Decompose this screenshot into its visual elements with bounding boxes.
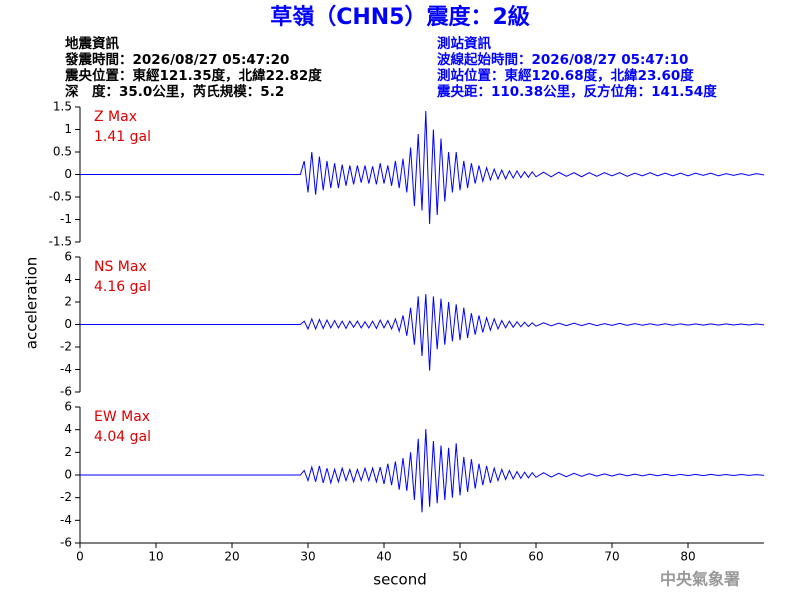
header-line: 地震資訊 [65, 35, 119, 52]
y-tick-label: 0 [64, 317, 72, 331]
trace [80, 294, 765, 371]
panel-label: NS Max [94, 259, 147, 275]
header-line: 發震時間：2026/08/27 05:47:20 [64, 51, 289, 68]
trace [80, 111, 765, 225]
y-tick-label: -6 [60, 385, 72, 399]
header-line: 震央距：110.38公里，反方位角：141.54度 [436, 83, 717, 100]
chart-title: 草嶺（CHN5）震度：2級 [270, 4, 530, 30]
y-tick-label: 1 [64, 122, 72, 136]
header-line: 測站位置：東經120.68度，北緯23.60度 [437, 67, 694, 84]
y-axis-label: acceleration [23, 257, 41, 349]
y-tick-label: -4 [60, 513, 72, 527]
x-tick-label: 70 [604, 550, 619, 564]
x-tick-label: 0 [76, 550, 84, 564]
panel-peak: 4.04 gal [94, 429, 151, 445]
header-line: 測站資訊 [437, 35, 491, 52]
y-tick-label: -1.5 [49, 235, 72, 249]
credit: 中央氣象署 [660, 570, 740, 589]
x-tick-label: 80 [680, 550, 695, 564]
header-line: 深 度：35.0公里，芮氏規模：5.2 [65, 83, 284, 100]
y-tick-label: 6 [64, 250, 72, 264]
y-tick-label: -6 [60, 536, 72, 550]
x-tick-label: 10 [148, 550, 163, 564]
trace [80, 429, 765, 513]
y-tick-label: 4 [64, 422, 72, 436]
header-line: 震央位置：東經121.35度，北緯22.82度 [64, 67, 322, 84]
x-tick-label: 50 [452, 550, 467, 564]
y-tick-label: 0.5 [53, 145, 72, 159]
y-tick-label: -2 [60, 340, 72, 354]
x-tick-label: 40 [376, 550, 391, 564]
y-tick-label: 2 [64, 445, 72, 459]
header-line: 波線起始時間：2026/08/27 05:47:10 [437, 51, 688, 68]
y-tick-label: 1.5 [53, 100, 72, 114]
panel-label: EW Max [94, 409, 150, 425]
panel-peak: 1.41 gal [94, 129, 151, 145]
y-tick-label: 2 [64, 295, 72, 309]
y-tick-label: -4 [60, 362, 72, 376]
y-tick-label: 4 [64, 272, 72, 286]
x-tick-label: 20 [224, 550, 239, 564]
x-axis-label: second [373, 571, 427, 589]
panel-peak: 4.16 gal [94, 279, 151, 295]
y-tick-label: -2 [60, 490, 72, 504]
x-tick-label: 30 [300, 550, 315, 564]
y-tick-label: -1 [60, 212, 72, 226]
y-tick-label: 0 [64, 468, 72, 482]
panel-label: Z Max [94, 109, 137, 125]
y-tick-label: 6 [64, 400, 72, 414]
y-tick-label: -0.5 [49, 190, 72, 204]
x-tick-label: 60 [528, 550, 543, 564]
y-tick-label: 0 [64, 167, 72, 181]
